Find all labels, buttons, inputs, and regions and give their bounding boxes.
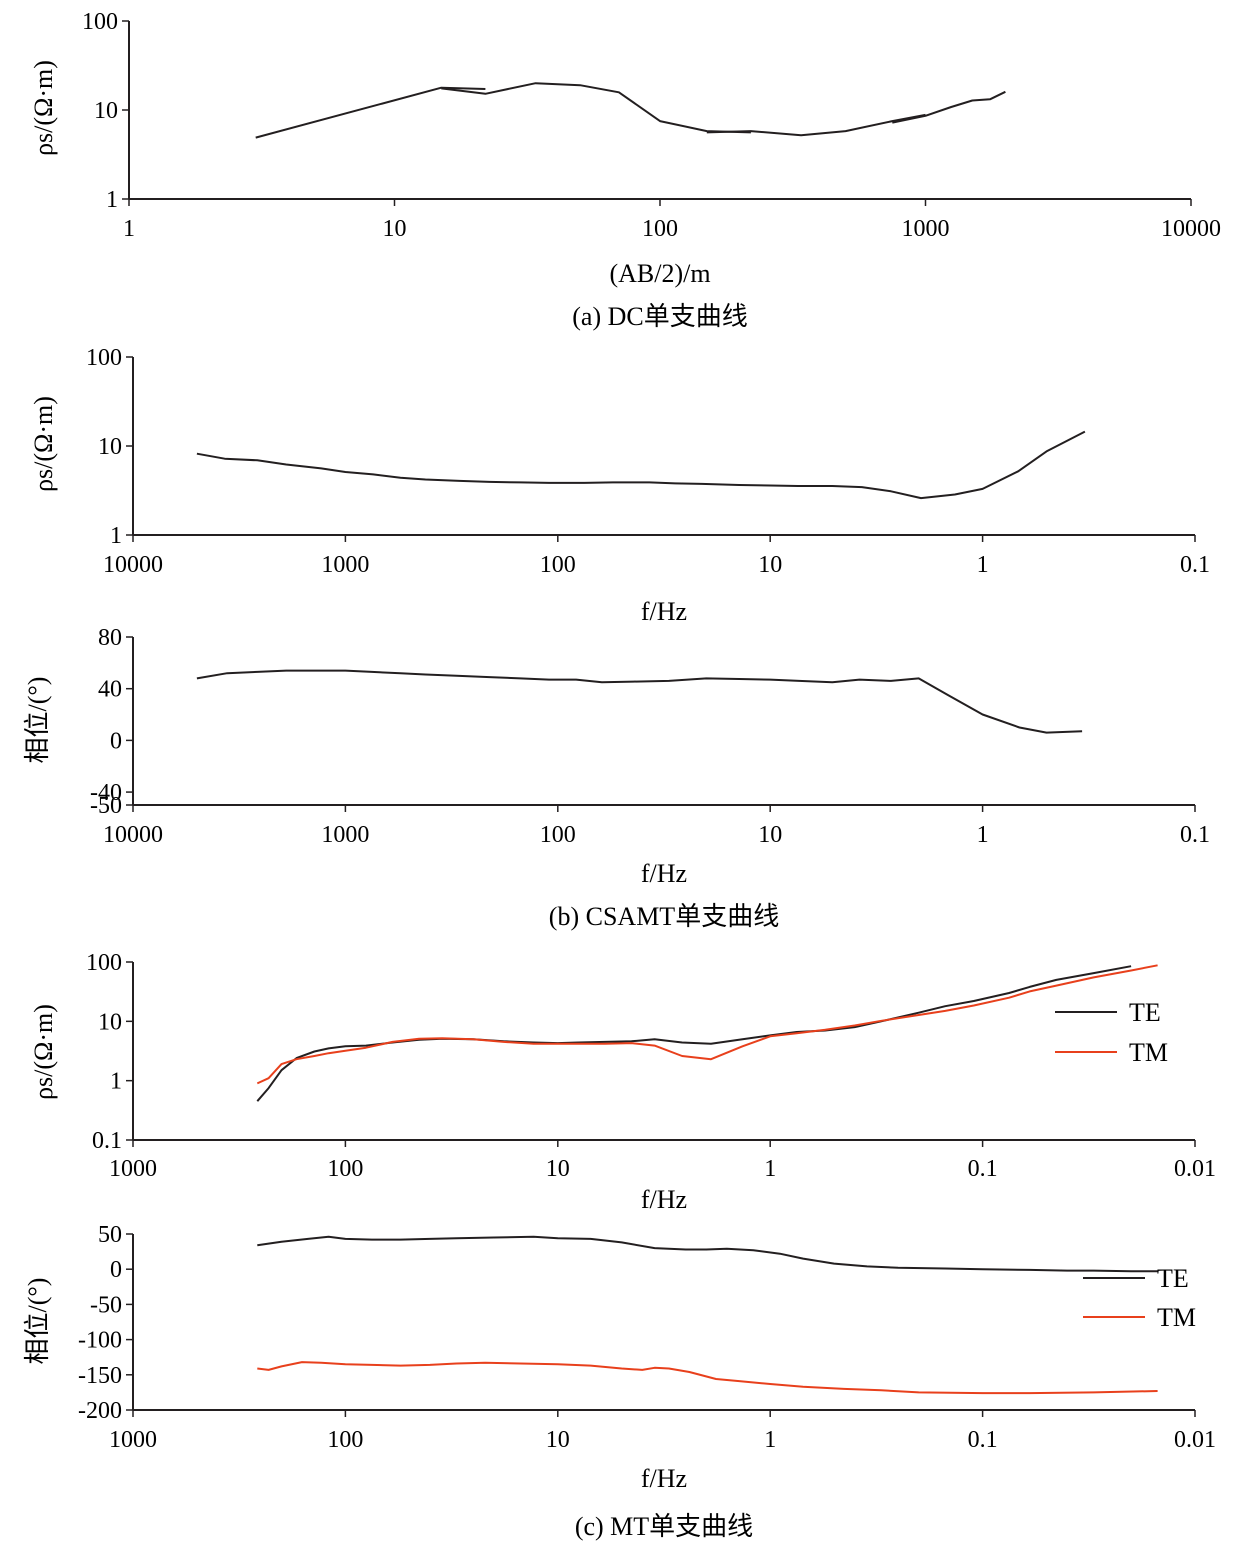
x-tick-label: 1	[977, 822, 989, 848]
x-tick-label: 0.1	[968, 1156, 998, 1182]
y-tick-label: 80	[98, 625, 122, 651]
x-axis-label: f/Hz	[641, 859, 687, 888]
legend-label-tm: TM	[1129, 1038, 1168, 1067]
y-axis-label: ρs/(Ω·m)	[29, 396, 58, 492]
series-line-0	[255, 86, 486, 139]
y-tick-label: 10	[98, 434, 122, 460]
y-axis-label: ρs/(Ω·m)	[29, 60, 58, 156]
x-axis-label: (AB/2)/m	[609, 259, 710, 288]
x-tick-label: 1000	[902, 216, 950, 242]
y-tick-label: 1	[110, 1069, 122, 1095]
legend-label-te: TE	[1157, 1264, 1189, 1293]
y-tick-label: -50	[90, 1292, 122, 1318]
figure-caption: (b) CSAMT单支曲线	[549, 902, 779, 931]
y-tick-label: -150	[78, 1363, 122, 1389]
x-tick-label: 10000	[103, 822, 163, 848]
y-tick-label: 10	[98, 1009, 122, 1035]
x-tick-label: 1000	[109, 1156, 157, 1182]
x-tick-label: 100	[327, 1156, 363, 1182]
chart-csamt-phase: 10000 1000 100 10 1 0.1 80 40 0 -40-50 f/Hz 相位/(°) (…	[23, 625, 1210, 931]
x-tick-label: 100	[540, 552, 576, 578]
x-tick-label: 0.1	[1180, 552, 1210, 578]
series-line-0	[196, 669, 1083, 734]
x-tick-label: 10	[383, 216, 407, 242]
x-axis-label: f/Hz	[641, 1185, 687, 1214]
x-tick-label: 1	[764, 1156, 776, 1182]
x-tick-label: 100	[540, 822, 576, 848]
y-tick-label: -100	[78, 1328, 122, 1354]
x-tick-label: 0.01	[1174, 1156, 1216, 1182]
series-line-tm	[256, 964, 1158, 1085]
y-tick-label: 0	[110, 728, 122, 754]
y-tick-label: 100	[86, 345, 122, 371]
chart-mt-rho: 1000 100 10 1 0.1 0.01 0.1 1 10 100 f/Hz ρs/(Ω·m) TE…	[29, 950, 1216, 1214]
figure-caption: (c) MT单支曲线	[575, 1512, 753, 1541]
y-tick-label: 10	[94, 98, 118, 124]
x-tick-label: 10	[758, 552, 782, 578]
chart-dc: 1 10 100 1000 10000 1 10 100 (AB/2)/m ρs/(Ω·m) (a)…	[29, 9, 1221, 331]
y-tick-label: 0	[110, 1257, 122, 1283]
y-axis-label: 相位/(°)	[23, 677, 52, 764]
x-axis-label: f/Hz	[641, 1464, 687, 1493]
x-tick-label: 0.1	[1180, 822, 1210, 848]
x-tick-label: 1	[123, 216, 135, 242]
y-tick-label: 1	[110, 523, 122, 549]
x-tick-label: 1000	[321, 552, 369, 578]
y-axis-label: ρs/(Ω·m)	[29, 1004, 58, 1100]
y-tick-label: 0.1	[92, 1128, 122, 1154]
y-tick-label: 100	[86, 950, 122, 976]
y-tick-label: -40	[90, 780, 122, 806]
x-tick-label: 10	[546, 1156, 570, 1182]
x-tick-label: 100	[642, 216, 678, 242]
series-line-2	[706, 113, 926, 137]
y-tick-label: -50	[90, 793, 122, 819]
series-line-1	[441, 82, 751, 134]
figure-caption: (a) DC单支曲线	[572, 302, 747, 331]
series-line-3	[892, 90, 1006, 124]
x-tick-label: 0.01	[1174, 1427, 1216, 1453]
chart-mt-phase: 1000 100 10 1 0.1 0.01 50 0 -50 -100 -150 -200 f/Hz 相…	[23, 1222, 1216, 1541]
series-line-tm	[257, 1361, 1158, 1395]
y-tick-label: 100	[82, 9, 118, 35]
x-tick-label: 0.1	[968, 1427, 998, 1453]
series-line-0	[196, 430, 1086, 500]
x-tick-label: 1000	[321, 822, 369, 848]
chart-csamt-rho: 10000 1000 100 10 1 0.1 1 10 100 f/Hz ρs/(Ω·m)	[29, 345, 1210, 626]
legend-label-tm: TM	[1157, 1303, 1196, 1332]
x-tick-label: 1000	[109, 1427, 157, 1453]
legend-label-te: TE	[1129, 998, 1161, 1027]
y-tick-label: 1	[106, 187, 118, 213]
x-tick-label: 1	[764, 1427, 776, 1453]
x-tick-label: 10	[546, 1427, 570, 1453]
y-tick-label: 50	[98, 1222, 122, 1248]
series-line-te	[256, 965, 1132, 1102]
x-tick-label: 10000	[103, 552, 163, 578]
x-tick-label: 10	[758, 822, 782, 848]
series-line-te	[257, 1235, 1158, 1273]
x-axis-label: f/Hz	[641, 597, 687, 626]
y-tick-label: -200	[78, 1398, 122, 1424]
x-tick-label: 1	[977, 552, 989, 578]
x-tick-label: 10000	[1161, 216, 1221, 242]
y-tick-label: 40	[98, 677, 122, 703]
x-tick-label: 100	[327, 1427, 363, 1453]
y-axis-label: 相位/(°)	[23, 1278, 52, 1365]
